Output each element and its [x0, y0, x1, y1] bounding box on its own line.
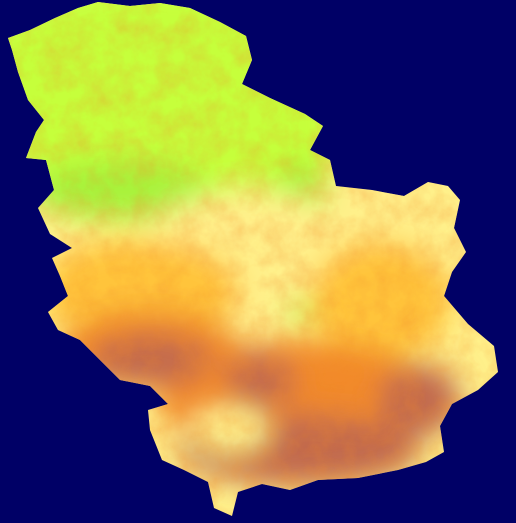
elevation-map [8, 2, 498, 516]
